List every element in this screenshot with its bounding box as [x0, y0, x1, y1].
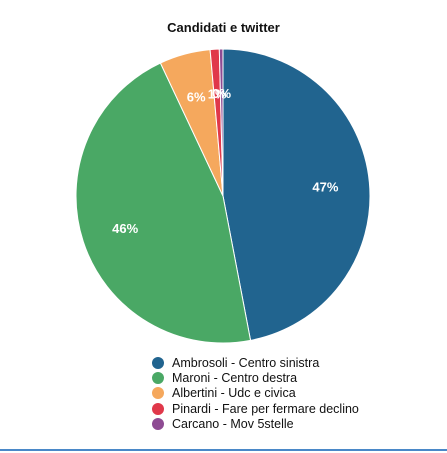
- bottom-divider: [0, 449, 447, 451]
- legend-item-0[interactable]: Ambrosoli - Centro sinistra: [152, 355, 359, 370]
- pie-slice-label-3: 1%: [208, 86, 227, 101]
- legend-swatch-icon: [152, 356, 164, 369]
- legend-swatch-icon: [152, 402, 164, 415]
- chart-title: Candidati e twitter: [167, 20, 280, 35]
- pie-slice-label-1: 46%: [112, 221, 138, 236]
- legend-swatch-icon: [152, 371, 164, 384]
- legend-label: Maroni - Centro destra: [172, 370, 298, 385]
- pie-slice-4[interactable]: [218, 48, 224, 197]
- legend-label: Ambrosoli - Centro sinistra: [172, 355, 320, 370]
- legend-swatch-icon: [152, 417, 164, 430]
- legend-item-3[interactable]: Pinardi - Fare per fermare declino: [152, 401, 359, 416]
- legend-label: Albertini - Udc e civica: [172, 386, 296, 401]
- pie-slice-label-0: 47%: [312, 179, 338, 194]
- pie-slice-0[interactable]: [222, 48, 371, 341]
- legend-item-4[interactable]: Carcano - Mov 5stelle: [152, 416, 359, 431]
- pie-slice-1[interactable]: [75, 62, 252, 344]
- chart-legend: Ambrosoli - Centro sinistra Maroni - Cent…: [152, 355, 359, 431]
- legend-label: Pinardi - Fare per fermare declino: [172, 401, 359, 416]
- legend-swatch-icon: [152, 387, 164, 400]
- pie-slice-label-4: 0%: [212, 86, 231, 101]
- legend-item-1[interactable]: Maroni - Centro destra: [152, 370, 359, 385]
- legend-item-2[interactable]: Albertini - Udc e civica: [152, 386, 359, 401]
- legend-label: Carcano - Mov 5stelle: [172, 416, 294, 431]
- pie-slice-label-2: 6%: [187, 90, 206, 105]
